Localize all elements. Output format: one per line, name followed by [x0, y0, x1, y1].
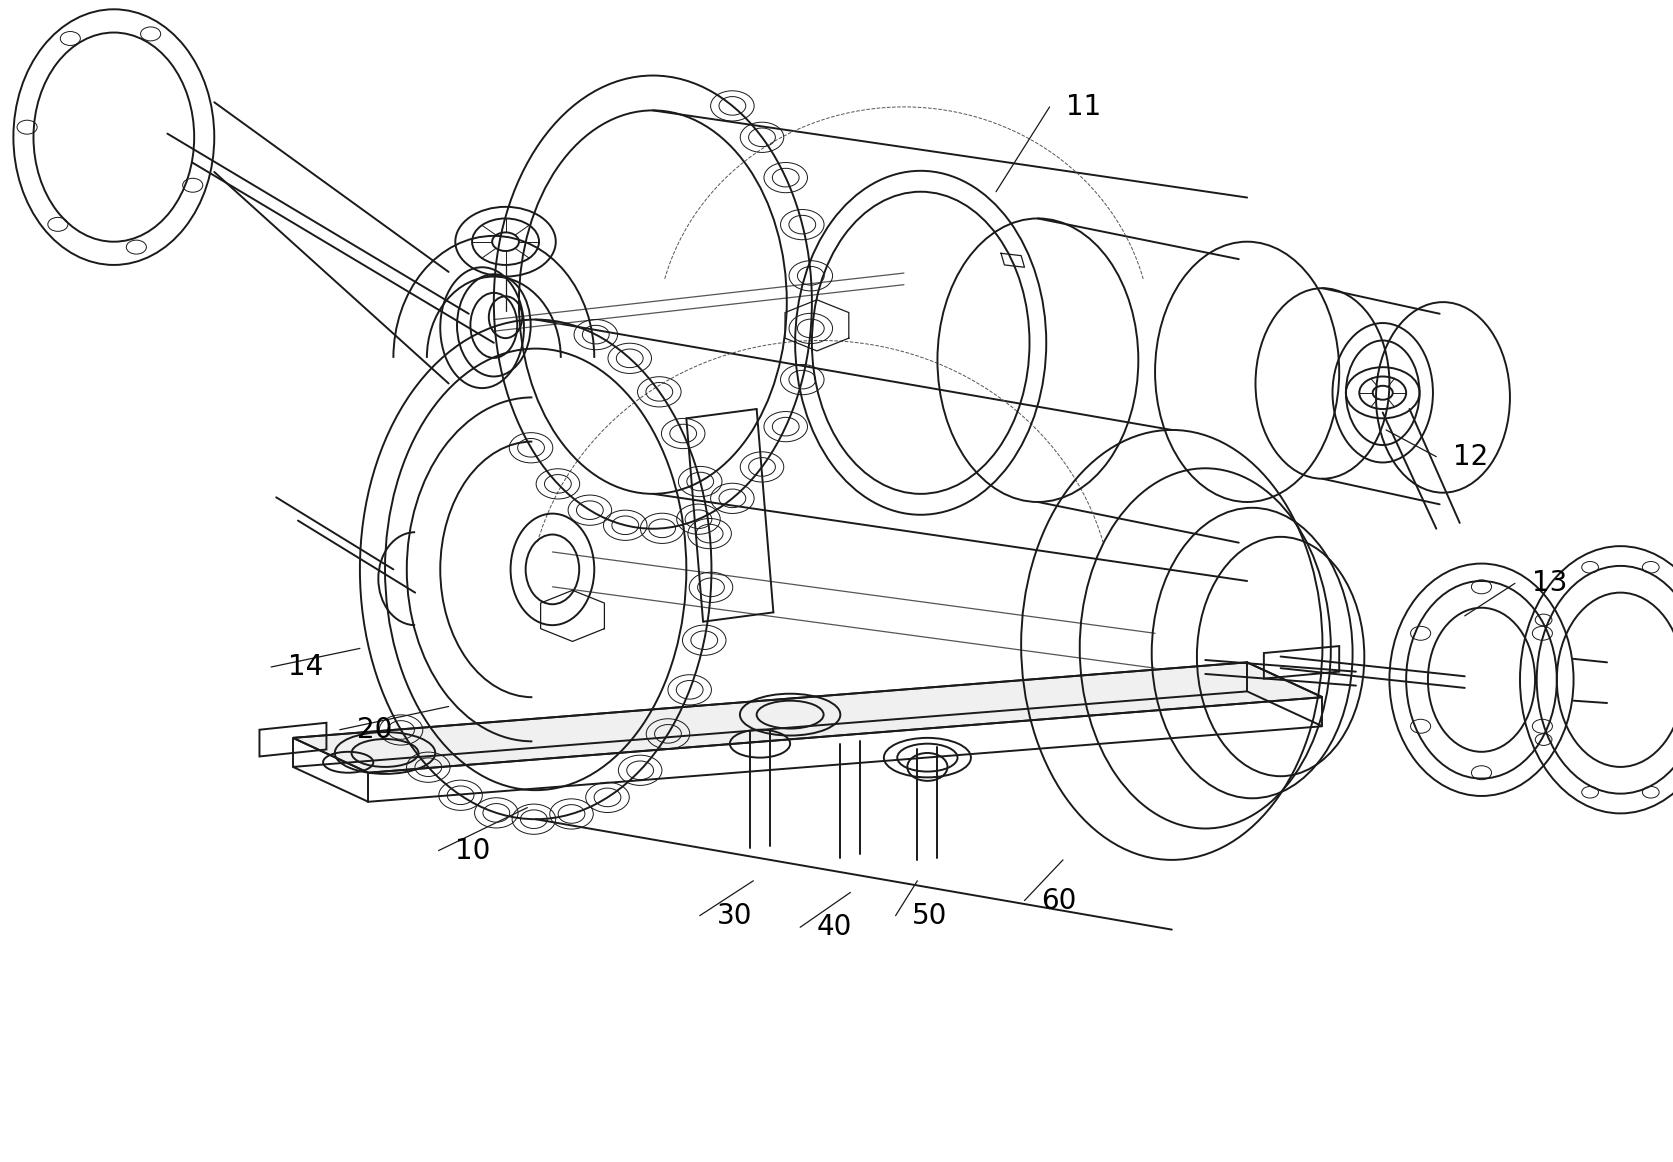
Text: 60: 60	[1041, 887, 1076, 914]
Text: 14: 14	[288, 653, 323, 681]
Polygon shape	[293, 662, 1322, 773]
Text: 10: 10	[455, 837, 490, 865]
Text: 11: 11	[1066, 93, 1101, 121]
Text: 20: 20	[356, 716, 391, 744]
Text: 30: 30	[716, 902, 751, 930]
Text: 12: 12	[1452, 443, 1487, 471]
Text: 40: 40	[816, 913, 852, 941]
Text: 13: 13	[1531, 569, 1566, 597]
Text: 50: 50	[912, 902, 947, 930]
